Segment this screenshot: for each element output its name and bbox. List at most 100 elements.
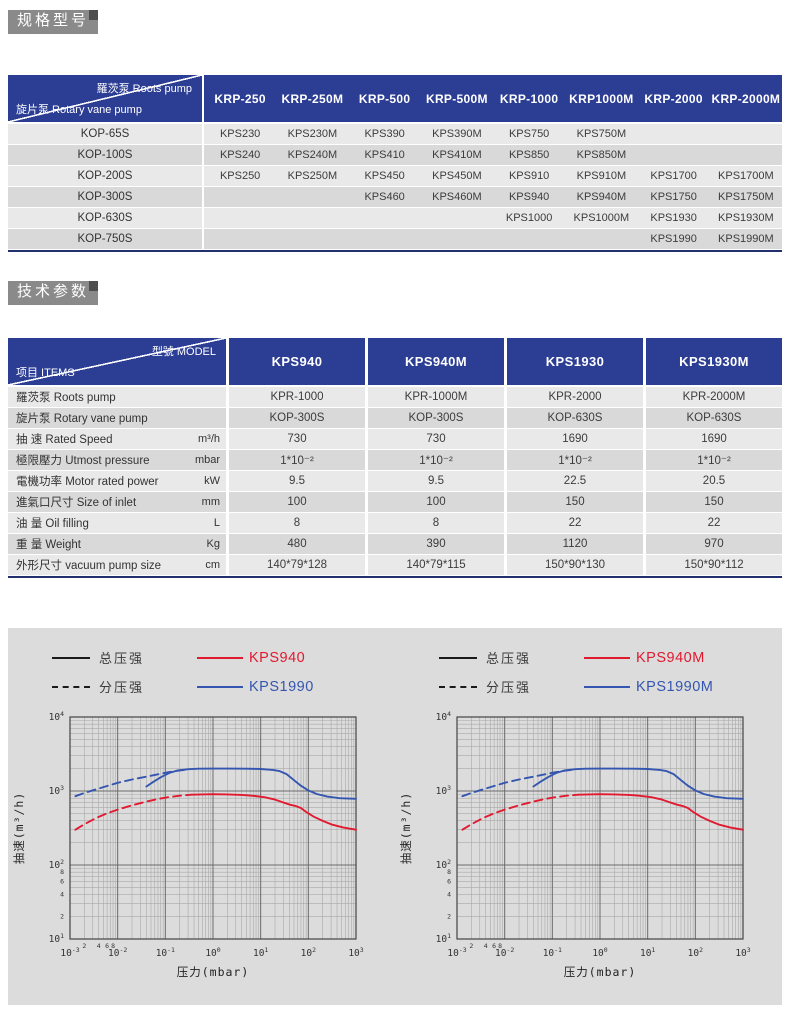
kps1990m-label: KPS1990M — [636, 678, 714, 695]
svg-text:4: 4 — [97, 942, 101, 950]
svg-text:10-1: 10-1 — [543, 946, 562, 959]
svg-text:104: 104 — [49, 710, 64, 723]
column-header: KPS940 — [226, 338, 365, 385]
model-cell — [349, 208, 421, 228]
model-cell — [349, 229, 421, 249]
row-label: 進氣口尺寸 Size of inlet mm — [8, 492, 226, 512]
value-cell: 150*90*130 — [504, 555, 643, 575]
value-cell: 970 — [643, 534, 782, 554]
column-header: KPS1930M — [643, 338, 782, 385]
partial-pressure-label: 分压强 — [99, 680, 145, 695]
table-corner-cell: 型號 MODEL 项目 ITEMS — [8, 338, 226, 385]
svg-text:2: 2 — [60, 913, 64, 921]
item-unit: mbar — [194, 454, 220, 466]
model-cell: KPS450 — [364, 170, 405, 182]
table-row: KOP-300S KPS460 KPS460M KPS940 KPS940M K… — [8, 187, 782, 208]
svg-text:4: 4 — [60, 890, 64, 898]
model-cell: KPS1000 — [505, 212, 553, 224]
svg-text:抽速(m³/h): 抽速(m³/h) — [12, 792, 26, 865]
technical-parameters-header: 型號 MODEL 项目 ITEMS KPS940 KPS940M KPS1930… — [8, 338, 782, 387]
item-name: 旋片泵 Rotary vane pump — [16, 413, 148, 425]
svg-text:6: 6 — [492, 942, 496, 950]
model-cell: KPS850 — [508, 149, 550, 161]
svg-text:2: 2 — [82, 942, 86, 950]
partial-pressure-line-sample — [52, 685, 90, 688]
value-cell: 150*90*112 — [643, 555, 782, 575]
model-cell: KPS460M — [432, 191, 482, 203]
model-cell: KPS250M — [287, 170, 338, 182]
kps940-label: KPS940 — [249, 649, 306, 666]
model-cell: KPS940M — [576, 191, 627, 203]
column-header: KRP-2000M — [711, 91, 781, 106]
value-cell: 9.5 — [226, 471, 365, 491]
row-label: KOP-300S — [8, 187, 204, 207]
model-cell — [710, 145, 782, 165]
svg-text:102: 102 — [301, 946, 316, 959]
row-label: 油 量 Oil filling L — [8, 513, 226, 533]
model-cell — [638, 124, 710, 144]
chart-block-right: 总压强 KPS940M 分压强 KPS1990M 10-3 10-2 10-1 100… — [395, 628, 782, 1005]
model-cell: KPS1930M — [718, 212, 774, 224]
model-cell: KPS230 — [219, 128, 261, 140]
column-header: KRP-500M — [426, 91, 488, 106]
value-cell: 140*79*128 — [226, 555, 365, 575]
model-cell — [421, 229, 493, 249]
model-cell — [204, 229, 276, 249]
table-row: 進氣口尺寸 Size of inlet mm 100 100 150 150 — [8, 492, 782, 513]
table-row: KOP-750S KPS1990 KPS1990M — [8, 229, 782, 250]
value-cell: 22 — [504, 513, 643, 533]
value-cell: 100 — [365, 492, 504, 512]
section-title-specifications: 规格型号 — [8, 10, 99, 34]
value-cell: KOP-630S — [643, 408, 782, 428]
value-cell: 1*10⁻² — [226, 450, 365, 470]
item-name: 極限壓力 Utmost pressure — [16, 455, 150, 467]
svg-text:103: 103 — [348, 946, 363, 959]
model-matrix-table: 羅茨泵 Roots pump 旋片泵 Rotary vane pump KRP-… — [8, 75, 782, 252]
row-label: KOP-750S — [8, 229, 204, 249]
model-cell: KPS1700M — [718, 170, 774, 182]
svg-text:102: 102 — [49, 858, 64, 871]
value-cell: 1690 — [643, 429, 782, 449]
svg-text:100: 100 — [205, 946, 220, 959]
value-cell: KPR-1000M — [365, 387, 504, 407]
table-row: KOP-100S KPS240 KPS240M KPS410 KPS410M K… — [8, 145, 782, 166]
table-row: 極限壓力 Utmost pressure mbar 1*10⁻² 1*10⁻² … — [8, 450, 782, 471]
svg-text:4: 4 — [447, 890, 451, 898]
model-cell: KPS250 — [219, 170, 261, 182]
column-header: KRP-1000 — [499, 91, 559, 106]
value-cell: 730 — [226, 429, 365, 449]
value-cell: KOP-300S — [226, 408, 365, 428]
partial-pressure-label: 分压强 — [486, 680, 532, 695]
column-header: KRP-250 — [214, 91, 266, 106]
chart-block-left: 总压强 KPS940 分压强 KPS1990 10-3 10-2 10-1 100 10… — [8, 628, 395, 1005]
model-cell: KPS940 — [508, 191, 550, 203]
item-name: 油 量 Oil filling — [16, 518, 89, 530]
value-cell: KPR-2000M — [643, 387, 782, 407]
model-cell: KPS1990 — [650, 233, 697, 245]
model-cell: KPS410M — [432, 149, 482, 161]
model-cell: KPS240 — [219, 149, 261, 161]
item-unit: kW — [204, 475, 220, 487]
model-cell — [276, 208, 348, 228]
value-cell: 150 — [504, 492, 643, 512]
model-cell — [204, 208, 276, 228]
model-cell — [565, 229, 637, 249]
row-label: 抽 速 Rated Speed m³/h — [8, 429, 226, 449]
item-unit: L — [213, 517, 220, 529]
column-header: KRP1000M — [569, 91, 634, 106]
svg-text:10-1: 10-1 — [156, 946, 175, 959]
model-cell: KPS410 — [364, 149, 405, 161]
technical-parameters-table: 型號 MODEL 项目 ITEMS KPS940 KPS940M KPS1930… — [8, 338, 782, 578]
model-cell — [421, 208, 493, 228]
kps1990-label: KPS1990 — [249, 678, 314, 695]
total-pressure-label: 总压强 — [99, 651, 145, 666]
value-cell: KPR-2000 — [504, 387, 643, 407]
svg-text:102: 102 — [688, 946, 703, 959]
column-header: KRP-500 — [358, 91, 411, 106]
value-cell: 8 — [226, 513, 365, 533]
value-cell: 22 — [643, 513, 782, 533]
value-cell: 1120 — [504, 534, 643, 554]
kps940m-line-sample — [584, 656, 630, 659]
performance-charts-panel: 总压强 KPS940 分压强 KPS1990 10-3 10-2 10-1 100 10… — [8, 628, 782, 1005]
section-title-technical-parameters: 技术参数 — [8, 281, 99, 305]
